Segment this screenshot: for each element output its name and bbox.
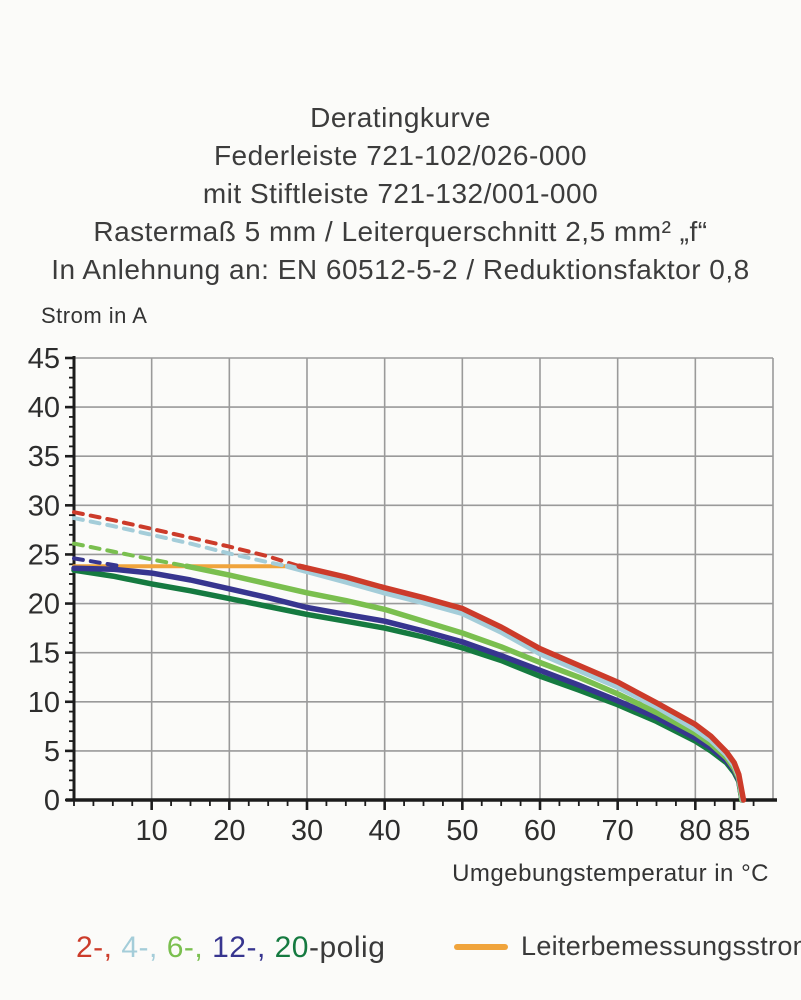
legend-pole-20: 20 <box>274 931 309 964</box>
svg-text:0: 0 <box>44 785 60 817</box>
svg-text:25: 25 <box>28 539 60 571</box>
grid-lines <box>74 357 774 800</box>
svg-text:50: 50 <box>446 815 478 847</box>
axes <box>66 356 777 802</box>
title-line-5: In Anlehnung an: EN 60512-5-2 / Reduktio… <box>51 254 750 285</box>
legend-pole-4: 4-, <box>121 931 158 964</box>
svg-text:85: 85 <box>718 815 750 847</box>
y-axis-title: Strom in A <box>41 303 148 328</box>
legend-pole-counts: 2-, 4-, 6-, 12-, 20-polig <box>76 931 385 965</box>
title-line-4: Rastermaß 5 mm / Leiterquerschnitt 2,5 m… <box>93 216 708 247</box>
curve-12-polig-dashed <box>72 556 123 569</box>
svg-text:15: 15 <box>28 638 60 670</box>
y-tick-labels: 0 5 10 15 20 25 30 35 40 45 <box>28 343 60 817</box>
svg-text:45: 45 <box>28 343 60 375</box>
svg-text:10: 10 <box>28 687 60 719</box>
legend-pole-6: 6-, <box>166 931 204 964</box>
svg-text:30: 30 <box>28 490 60 522</box>
x-axis-title: Umgebungstemperatur in °C <box>452 860 769 887</box>
svg-text:20: 20 <box>213 815 245 847</box>
axis-ticks <box>65 356 755 810</box>
legend-pole-suffix: -polig <box>309 931 386 964</box>
svg-text:40: 40 <box>28 392 60 424</box>
curve-6-polig <box>183 563 745 803</box>
legend-rated-current: Leiterbemessungsstrom <box>454 931 801 962</box>
curves-dashed <box>72 510 302 569</box>
curve-20-polig <box>71 567 745 803</box>
curve-4-polig-dashed <box>72 516 290 569</box>
title-line-2: Federleiste 721-102/026-000 <box>213 140 588 171</box>
chart-title-block: Deratingkurve Federleiste 721-102/026-00… <box>0 99 801 289</box>
svg-text:20: 20 <box>28 589 60 621</box>
title-line-1: Deratingkurve <box>310 102 491 133</box>
svg-text:35: 35 <box>28 441 60 473</box>
svg-text:30: 30 <box>291 815 323 847</box>
curve-2-polig-dashed <box>72 510 302 569</box>
legend-pole-12: 12-, <box>212 931 266 964</box>
rated-current-line-swatch <box>454 943 508 950</box>
title-line-3: mit Stiftleiste 721-132/001-000 <box>202 178 599 209</box>
rated-current-label: Leiterbemessungsstrom <box>521 931 801 961</box>
svg-text:10: 10 <box>136 815 168 847</box>
svg-text:80: 80 <box>679 815 711 847</box>
x-tick-labels: 10 20 30 40 50 60 70 80 85 <box>136 815 751 847</box>
legend-pole-2: 2-, <box>76 931 113 964</box>
svg-text:40: 40 <box>369 815 401 847</box>
svg-text:5: 5 <box>44 736 60 768</box>
svg-text:70: 70 <box>602 815 634 847</box>
curves-solid <box>71 563 747 803</box>
curve-2-polig <box>296 563 747 803</box>
curve-6-polig-dashed <box>72 541 189 569</box>
svg-text:60: 60 <box>524 815 556 847</box>
